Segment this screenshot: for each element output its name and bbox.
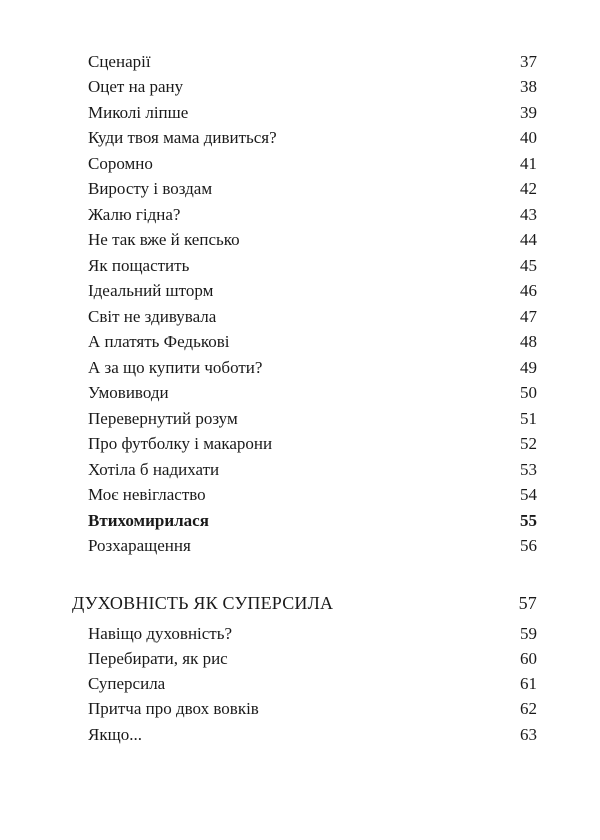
entry-page-number: 52: [520, 434, 537, 453]
entry-title: Ідеальний шторм: [88, 281, 214, 300]
toc-entry: Перебирати, як рис 60: [88, 646, 537, 671]
entry-title: Втихомирилася: [88, 510, 209, 530]
entry-page-number: 49: [520, 357, 537, 377]
entry-title: Перевернутий розум: [88, 408, 238, 428]
entry-title: Як пощастить: [88, 255, 190, 275]
toc-entry: А платять Федькові 48: [88, 330, 537, 355]
toc-entry: Про футболку і макарони 52: [88, 432, 537, 457]
entry-page-number: 37: [520, 51, 537, 71]
entry-title: Притча про двох вовків: [88, 699, 259, 719]
entry-page-number: 63: [520, 724, 537, 744]
entry-page-number: 54: [520, 485, 537, 504]
toc-entry: Навіщо духовність? 59: [88, 621, 537, 646]
section-title: ДУХОВНІСТЬ ЯК СУПЕРСИЛА: [72, 592, 334, 613]
entry-page-number: 43: [520, 204, 537, 224]
toc-entry: А за що купити чоботи? 49: [88, 355, 537, 380]
toc-entry: Розхаращення 56: [88, 534, 537, 559]
toc-entry: Втихомирилася 55: [88, 508, 537, 533]
entry-page-number: 62: [520, 699, 537, 719]
entry-title: Куди твоя мама дивиться?: [88, 128, 277, 147]
toc-entry: Жалю гідна? 43: [88, 202, 537, 227]
toc-entry: Ідеальний шторм 46: [88, 279, 537, 304]
entry-page-number: 47: [520, 306, 537, 326]
entry-page-number: 45: [520, 255, 537, 275]
toc-entry: Суперсила 61: [88, 672, 537, 697]
toc-entry: Миколі ліпше 39: [88, 100, 537, 125]
entry-page-number: 48: [520, 332, 537, 351]
toc-entry: Якщо... 63: [88, 722, 537, 747]
section-heading: ДУХОВНІСТЬ ЯК СУПЕРСИЛА 57: [72, 590, 537, 616]
entry-page-number: 55: [520, 510, 537, 530]
toc-entry: Моє невігластво 54: [88, 483, 537, 508]
entry-title: Перебирати, як рис: [88, 648, 228, 668]
entry-title: Соромно: [88, 153, 153, 173]
toc-entry: Куди твоя мама дивиться? 40: [88, 126, 537, 151]
entry-title: Жалю гідна?: [88, 204, 181, 224]
entry-title: Миколі ліпше: [88, 102, 189, 122]
entry-page-number: 50: [520, 383, 537, 402]
entry-page-number: 61: [520, 674, 537, 694]
entry-title: Світ не здивувала: [88, 306, 217, 326]
toc-entry: Соромно 41: [88, 151, 537, 176]
entry-title: А за що купити чоботи?: [88, 357, 263, 377]
toc-entry: Хотіла б надихати 53: [88, 457, 537, 482]
toc-entry: Виросту і воздам 42: [88, 177, 537, 202]
entry-page-number: 39: [520, 102, 537, 122]
entry-page-number: 59: [520, 623, 537, 643]
toc-entry: Не так вже й кепсько 44: [88, 228, 537, 253]
section-page-number: 57: [518, 592, 537, 613]
entry-page-number: 44: [520, 230, 537, 249]
entry-page-number: 41: [520, 153, 537, 173]
entry-page-number: 60: [520, 648, 537, 668]
entry-title: Навіщо духовність?: [88, 623, 233, 643]
entry-title: Про футболку і макарони: [88, 434, 273, 453]
toc-entry: Світ не здивувала 47: [88, 304, 537, 329]
toc-entry: Перевернутий розум 51: [88, 406, 537, 431]
entry-page-number: 56: [520, 536, 537, 555]
entry-title: Моє невігластво: [88, 485, 206, 504]
toc-entry: Оцет на рану 38: [88, 75, 537, 100]
entry-page-number: 53: [520, 459, 537, 479]
toc-entry: Притча про двох вовків 62: [88, 697, 537, 722]
entry-title: Суперсила: [88, 674, 166, 694]
toc-entry: Сценарії 37: [88, 49, 537, 74]
entry-title: Не так вже й кепсько: [88, 230, 240, 249]
entry-title: Якщо...: [88, 724, 142, 744]
entry-title: Оцет на рану: [88, 77, 184, 96]
toc-entry: Умовиводи 50: [88, 381, 537, 406]
entry-title: Розхаращення: [88, 536, 191, 555]
entry-page-number: 46: [520, 281, 537, 300]
entry-title: Сценарії: [88, 51, 151, 71]
entry-page-number: 51: [520, 408, 537, 428]
entry-page-number: 40: [520, 128, 537, 147]
toc-entry: Як пощастить 45: [88, 253, 537, 278]
entry-title: Умовиводи: [88, 383, 169, 402]
entry-page-number: 42: [520, 179, 537, 198]
entry-page-number: 38: [520, 77, 537, 96]
entry-title: А платять Федькові: [88, 332, 230, 351]
entry-title: Виросту і воздам: [88, 179, 213, 198]
entry-title: Хотіла б надихати: [88, 459, 220, 479]
